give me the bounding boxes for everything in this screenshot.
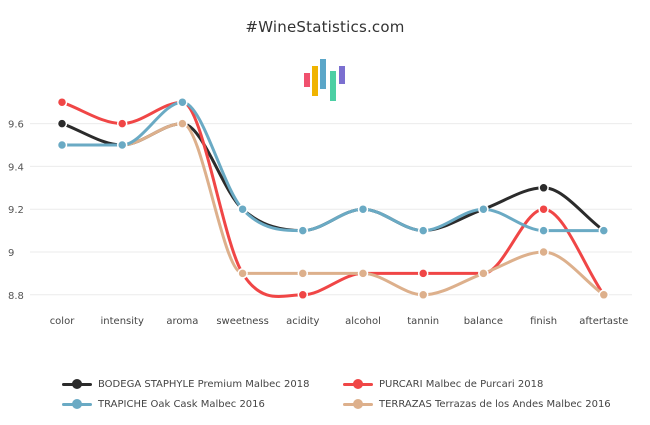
data-point[interactable] xyxy=(56,96,68,108)
x-tick-label: acidity xyxy=(286,316,319,327)
y-tick-label: 9.2 xyxy=(8,205,24,216)
data-point[interactable] xyxy=(478,203,489,215)
data-point[interactable] xyxy=(237,268,248,279)
logo-bar xyxy=(304,73,310,87)
data-point[interactable] xyxy=(177,118,188,129)
legend-label: TRAPICHE Oak Cask Malbec 2016 xyxy=(98,398,265,410)
x-tick-label: sweetness xyxy=(216,316,269,327)
logo-bar xyxy=(330,71,336,101)
series-line xyxy=(60,100,606,233)
data-point[interactable] xyxy=(116,118,128,129)
logo-bar xyxy=(320,59,326,89)
legend-swatch-icon xyxy=(62,398,92,410)
series-line xyxy=(60,100,606,298)
y-tick-label: 9 xyxy=(8,248,14,259)
chart-legend: BODEGA STAPHYLE Premium Malbec 2018 PURCA… xyxy=(0,366,650,416)
data-point[interactable] xyxy=(297,289,309,301)
x-tick-label: intensity xyxy=(101,316,144,327)
data-point[interactable] xyxy=(177,96,188,108)
chart-title: #WineStatistics.com xyxy=(245,18,405,36)
data-point[interactable] xyxy=(237,203,248,215)
legend-item[interactable]: TRAPICHE Oak Cask Malbec 2016 xyxy=(62,396,265,412)
data-point[interactable] xyxy=(357,203,369,215)
y-tick-label: 9.6 xyxy=(8,120,24,131)
data-point[interactable] xyxy=(417,225,429,236)
data-point[interactable] xyxy=(417,268,429,279)
y-tick-label: 9.4 xyxy=(8,162,24,173)
data-point[interactable] xyxy=(598,225,610,236)
x-tick-label: tannin xyxy=(407,316,439,327)
legend-swatch-icon xyxy=(343,378,373,390)
legend-label: BODEGA STAPHYLE Premium Malbec 2018 xyxy=(98,378,310,390)
series-group xyxy=(56,96,610,236)
data-point[interactable] xyxy=(297,268,309,279)
data-point[interactable] xyxy=(538,203,549,215)
legend-swatch-icon xyxy=(343,398,373,410)
series-line xyxy=(60,122,606,297)
x-tick-label: balance xyxy=(464,316,503,327)
series-group xyxy=(56,96,610,301)
data-point[interactable] xyxy=(598,289,610,301)
y-tick-label: 8.8 xyxy=(8,291,24,302)
data-point[interactable] xyxy=(297,225,309,236)
x-tick-label: aroma xyxy=(166,316,198,327)
data-point[interactable] xyxy=(357,268,369,279)
x-tick-label: color xyxy=(50,316,76,327)
data-point[interactable] xyxy=(56,118,68,129)
bar-logo-icon xyxy=(304,59,345,101)
data-point[interactable] xyxy=(116,139,128,151)
data-point[interactable] xyxy=(417,289,429,301)
legend-item[interactable]: BODEGA STAPHYLE Premium Malbec 2018 xyxy=(62,376,309,392)
logo-bar xyxy=(312,66,318,96)
x-tick-label: alcohol xyxy=(345,316,381,327)
legend-item[interactable]: PURCARI Malbec de Purcari 2018 xyxy=(343,376,543,392)
data-point[interactable] xyxy=(538,182,549,194)
data-point[interactable] xyxy=(478,268,489,279)
legend-swatch-icon xyxy=(62,378,92,390)
data-point[interactable] xyxy=(538,246,549,258)
logo-bar xyxy=(339,66,345,84)
legend-label: TERRAZAS Terrazas de los Andes Malbec 20… xyxy=(379,398,611,410)
data-point[interactable] xyxy=(538,225,549,236)
x-tick-label: finish xyxy=(530,316,557,327)
x-tick-label: aftertaste xyxy=(579,316,628,327)
legend-label: PURCARI Malbec de Purcari 2018 xyxy=(379,378,544,390)
legend-item[interactable]: TERRAZAS Terrazas de los Andes Malbec 20… xyxy=(343,396,611,412)
data-point[interactable] xyxy=(56,139,68,151)
